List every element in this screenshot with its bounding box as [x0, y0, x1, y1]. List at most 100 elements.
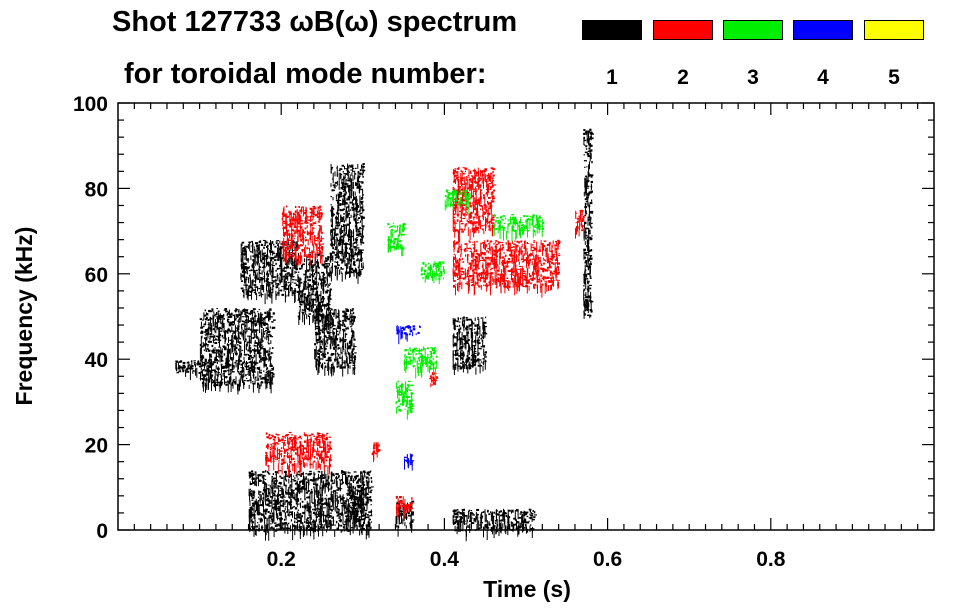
mark-n=1-4-37: [344, 502, 347, 504]
mark-n=1-4-392: [330, 505, 333, 508]
mark-n=1-3-4: [311, 288, 313, 295]
mark-n=1-1-457: [222, 318, 224, 327]
mark-n=1-1-880: [213, 380, 215, 383]
mark-n=1-4-1023: [251, 514, 254, 516]
mark-n=1-3-294: [306, 275, 309, 279]
mark-n=1-6-36: [322, 357, 324, 361]
mark-n=1-3-26: [323, 277, 326, 279]
mark-n=1-6-369: [347, 328, 349, 330]
mark-n=1-4-988: [288, 476, 290, 478]
mark-n=1-4-1010: [309, 500, 311, 510]
mark-n=1-1-209: [249, 345, 251, 347]
mark-n=1-1-826: [269, 312, 271, 315]
mark-n=1-9-242: [518, 525, 521, 528]
mark-n=1-4-781: [279, 517, 281, 530]
mark-n=1-3-255: [301, 297, 303, 303]
mark-n=1-3-213: [324, 281, 326, 284]
mark-n=1-3-58: [307, 279, 310, 282]
mark-n=1-4-1082: [267, 517, 271, 519]
mark-n=1-6-299: [350, 330, 353, 332]
mark-n=1-7-510: [335, 222, 338, 224]
mark-n=1-9-226: [505, 515, 508, 518]
mark-n=1-9-111: [487, 510, 489, 513]
mark-n=1-1-390: [245, 331, 247, 334]
mark-n=1-7-371: [334, 260, 336, 263]
mark-n=1-2-88: [288, 285, 289, 297]
mark-n=1-9-116: [523, 522, 524, 532]
mark-n=1-3-46: [317, 297, 319, 310]
mark-n=1-4-609: [250, 472, 252, 478]
mark-n=1-2-528: [277, 252, 279, 260]
mark-n=1-1-549: [205, 339, 208, 341]
mark-n=1-3-302: [309, 279, 311, 282]
mark-n=1-7-452: [358, 264, 360, 269]
mark-n=1-4-779: [347, 477, 349, 489]
mark-n=1-4-476: [315, 483, 319, 486]
mark-n=1-2-495: [247, 291, 250, 293]
mark-n=1-1-692: [259, 384, 261, 390]
mark-n=1-2-474: [275, 241, 278, 243]
mark-n=1-1-706: [271, 372, 273, 374]
mark-n=1-1-454: [211, 377, 213, 385]
mark-n=1-6-286: [350, 316, 353, 318]
mark-n=1-6-22: [314, 309, 317, 312]
mark-n=1-2-418: [274, 259, 277, 262]
mark-n=1-4-399: [249, 500, 251, 507]
mark-n=1-4-985: [317, 511, 319, 517]
mark-n=1-7-574: [331, 244, 334, 247]
mark-n=1-6-307: [347, 363, 349, 367]
mark-n=1-2-509: [270, 256, 273, 259]
mark-n=1-2-520: [268, 273, 269, 278]
mark-n=1-2-391: [275, 253, 278, 255]
mark-n=1-4-663: [251, 499, 254, 501]
mark-n=1-9-286: [511, 524, 513, 527]
mark-n=1-1-463: [211, 379, 213, 382]
mark-n=1-3-260: [299, 290, 301, 303]
mark-n=1-3-195: [314, 293, 318, 296]
mark-n=1-3-203: [309, 292, 311, 294]
mark-n=1-8-185: [478, 342, 481, 345]
mark-n=1-6-106: [345, 308, 348, 310]
mark-n=1-4-1187: [323, 526, 325, 529]
mark-n=1-8-218: [453, 320, 457, 322]
mark-n=1-4-372: [360, 485, 363, 487]
mark-n=1-7-484: [343, 243, 346, 245]
mark-n=1-8-91: [476, 359, 480, 362]
mark-n=1-1-910: [214, 357, 216, 360]
mark-n=1-1-907: [207, 368, 209, 374]
mark-n=1-9-241: [464, 515, 468, 517]
mark-n=1-1-931: [210, 355, 213, 358]
mark-n=1-1-268: [223, 309, 227, 311]
mark-n=1-3-262: [322, 263, 324, 266]
mark-n=1-1-766: [258, 339, 259, 346]
mark-n=1-9-278: [457, 521, 460, 524]
mark-n=1-1-763: [201, 356, 205, 359]
mark-n=1-4-1137: [358, 522, 360, 524]
mark-n=1-4-499: [273, 503, 276, 505]
mark-n=1-1-349: [224, 331, 226, 339]
mark-n=1-0-52: [182, 370, 184, 373]
mark-n=1-4-1073: [353, 475, 355, 479]
mark-n=1-7-259: [356, 185, 359, 187]
mark-n=1-4-685: [296, 503, 300, 505]
mark-n=1-1-687: [235, 359, 237, 368]
mark-n=1-1-232: [251, 349, 254, 351]
mark-n=1-4-950: [357, 484, 361, 487]
mark-n=1-7-299: [343, 253, 345, 256]
mark-n=1-8-219: [482, 366, 484, 372]
mark-n=1-4-640: [276, 507, 279, 510]
mark-n=1-7-446: [349, 165, 352, 168]
mark-n=1-3-137: [297, 276, 300, 278]
mark-n=1-6-281: [346, 342, 348, 349]
mark-n=1-1-590: [223, 346, 226, 348]
mark-n=1-6-23: [328, 308, 332, 310]
mark-n=1-9-237: [493, 529, 495, 538]
mark-n=1-7-540: [342, 171, 344, 173]
mark-n=1-6-279: [328, 364, 330, 376]
mark-n=1-8-266: [460, 353, 464, 356]
mark-n=1-4-67: [342, 481, 344, 484]
mark-n=1-3-113: [306, 258, 308, 271]
mark-n=1-2-66: [278, 257, 281, 259]
mark-n=1-4-1151: [293, 479, 297, 482]
mark-n=1-3-155: [304, 296, 307, 299]
